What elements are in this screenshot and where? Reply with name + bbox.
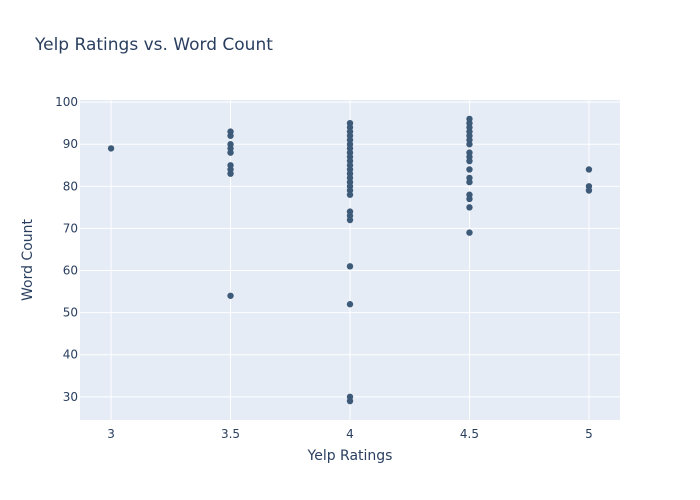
data-point [227, 170, 234, 177]
data-point [346, 216, 354, 224]
y-tick-label: 70 [63, 221, 78, 235]
data-point [466, 178, 473, 186]
y-tick-label: 30 [63, 390, 78, 404]
data-point [346, 263, 354, 270]
data-point [466, 195, 473, 203]
y-tick-label: 80 [63, 179, 78, 193]
chart-title: Yelp Ratings vs. Word Count [34, 35, 273, 55]
data-point [227, 149, 234, 156]
y-axis-title: Word Count [20, 218, 36, 301]
data-point [346, 397, 354, 405]
y-tick-label: 40 [63, 348, 78, 362]
data-point [585, 187, 593, 194]
x-axis-title: Yelp Ratings [307, 448, 393, 464]
data-point [466, 157, 473, 165]
y-tick-label: 60 [63, 264, 78, 278]
data-point [466, 229, 473, 236]
y-tick-label: 50 [63, 306, 78, 320]
y-tick-label: 90 [63, 137, 78, 151]
x-tick-label: 5 [585, 427, 593, 441]
data-point [466, 166, 473, 173]
data-point [227, 292, 234, 299]
data-point [227, 132, 234, 139]
x-tick-label: 4.5 [460, 427, 479, 441]
x-tick-label: 4 [346, 427, 354, 441]
x-tick-label: 3.5 [221, 427, 240, 441]
y-tick-labels: 30 40 50 60 70 80 90 100 [55, 95, 78, 404]
data-point [466, 204, 473, 211]
data-point [346, 301, 354, 308]
data-point [466, 141, 473, 148]
data-point [346, 191, 354, 198]
x-tick-label: 3 [107, 427, 115, 441]
data-point [585, 166, 593, 173]
data-point [107, 145, 115, 152]
data-points [107, 115, 593, 405]
x-tick-labels: 3 3.5 4 4.5 5 [107, 427, 593, 441]
y-tick-label: 100 [55, 95, 78, 109]
